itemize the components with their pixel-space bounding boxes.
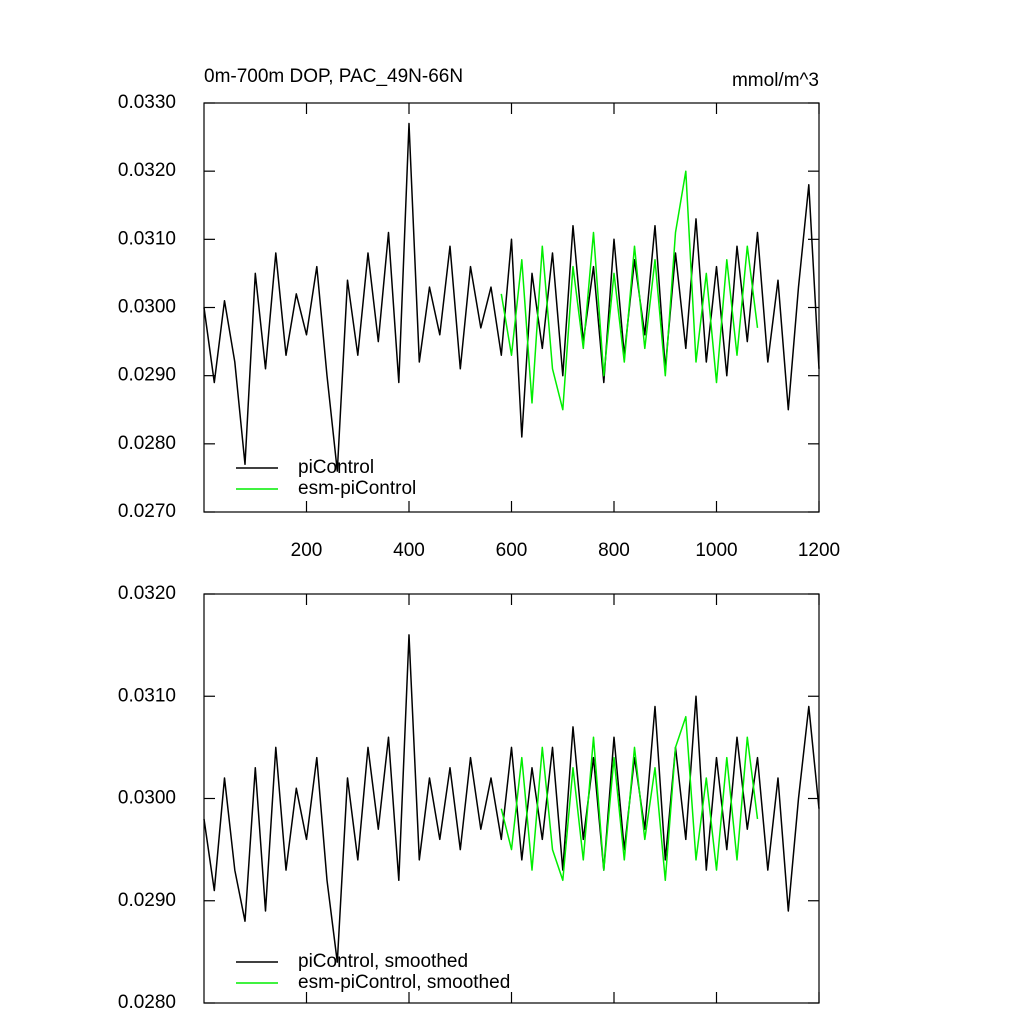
y-tick-label: 0.0310: [118, 685, 176, 706]
legend-label: esm-piControl, smoothed: [298, 972, 510, 993]
plot-frame: [203, 593, 820, 1004]
x-tick-label: 400: [393, 540, 425, 561]
y-tick-label: 0.0310: [118, 228, 176, 249]
y-tick-label: 0.0280: [118, 433, 176, 454]
legend-label: piControl, smoothed: [298, 951, 468, 972]
x-tick-label: 200: [291, 540, 323, 561]
x-tick-label: 1000: [695, 540, 737, 561]
series-line: [203, 634, 820, 963]
y-tick-label: 0.0280: [118, 992, 176, 1013]
y-tick-label: 0.0290: [118, 890, 176, 911]
series-line: [500, 170, 759, 411]
plot-frame: [203, 102, 820, 513]
series-line: [500, 715, 759, 882]
y-tick-label: 0.0300: [118, 788, 176, 809]
x-tick-label: 800: [598, 540, 630, 561]
units-label: mmol/m^3: [732, 70, 819, 91]
y-tick-label: 0.0330: [118, 92, 176, 113]
chart-title: 0m-700m DOP, PAC_49N-66N: [204, 66, 463, 87]
x-tick-label: 600: [496, 540, 528, 561]
legend-label: piControl: [298, 457, 374, 478]
y-tick-label: 0.0320: [118, 160, 176, 181]
y-tick-label: 0.0300: [118, 297, 176, 318]
y-tick-label: 0.0290: [118, 365, 176, 386]
series-line: [203, 122, 820, 472]
y-tick-label: 0.0320: [118, 583, 176, 604]
y-tick-label: 0.0270: [118, 501, 176, 522]
legend-label: esm-piControl: [298, 478, 416, 499]
x-tick-label: 1200: [798, 540, 840, 561]
